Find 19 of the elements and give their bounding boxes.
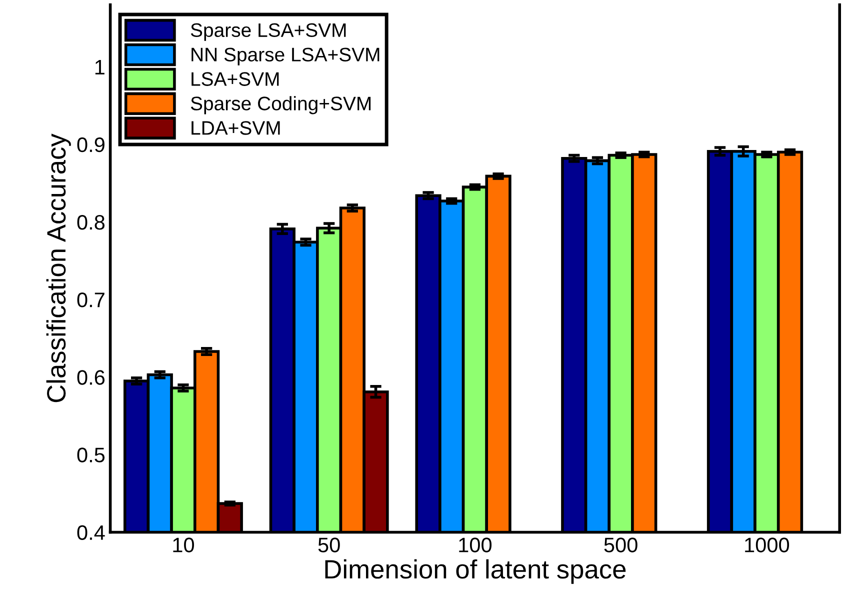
- y-tick-label: 0.7: [77, 292, 104, 308]
- legend-label: LDA+SVM: [192, 121, 280, 135]
- x-tick-label: 50: [318, 538, 340, 552]
- x-tick-label: 10: [173, 538, 194, 552]
- y-tick-label: 1: [95, 60, 104, 74]
- legend-label: Sparse LSA+SVM: [190, 23, 346, 41]
- legend-label: LSA+SVM: [192, 72, 279, 86]
- y-tick-label: 0.6: [77, 370, 105, 385]
- x-tick-label: 1000: [745, 538, 790, 552]
- y-tick-label: 0.5: [77, 448, 105, 462]
- x-axis-title: Dimension of latent space: [325, 559, 626, 584]
- y-tick-label: 0.9: [77, 137, 104, 152]
- y-tick-label: 0.4: [77, 525, 105, 540]
- legend-label: NN Sparse LSA+SVM: [192, 48, 380, 66]
- y-axis-title: Classification Accuracy: [46, 134, 71, 402]
- x-tick-label: 100: [459, 538, 492, 552]
- legend-label: Sparse Coding+SVM: [190, 96, 371, 114]
- y-tick-label: 0.8: [77, 214, 105, 230]
- x-tick-label: 500: [604, 538, 638, 552]
